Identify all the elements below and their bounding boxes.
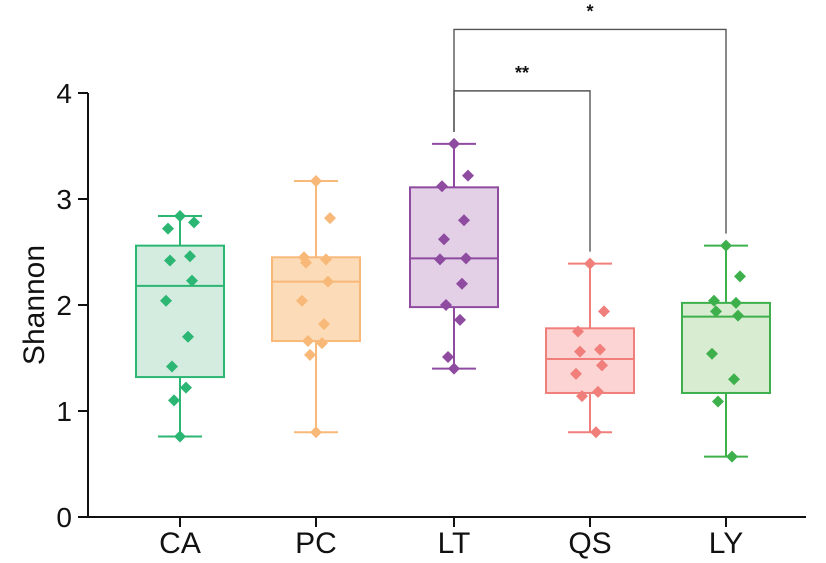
data-point bbox=[584, 257, 596, 270]
x-tick-label-ly: LY bbox=[709, 527, 743, 560]
significance-label: ** bbox=[515, 63, 529, 83]
data-point bbox=[456, 277, 468, 290]
data-point bbox=[316, 337, 328, 350]
data-point bbox=[576, 390, 588, 403]
data-point bbox=[706, 347, 718, 360]
data-point bbox=[300, 256, 312, 269]
data-point bbox=[322, 275, 334, 288]
data-point bbox=[570, 367, 582, 380]
data-point bbox=[728, 373, 740, 386]
data-point bbox=[596, 359, 608, 372]
significance-bracket bbox=[453, 28, 727, 234]
data-point bbox=[732, 309, 744, 322]
data-point bbox=[440, 299, 452, 311]
data-point bbox=[574, 345, 586, 358]
data-point bbox=[302, 335, 314, 348]
y-tick-label: 3 bbox=[56, 184, 72, 215]
data-point bbox=[434, 253, 446, 266]
data-point bbox=[182, 330, 194, 343]
data-point bbox=[710, 305, 722, 318]
data-point bbox=[442, 350, 454, 363]
y-tick-label: 1 bbox=[56, 396, 72, 427]
y-tick-label: 4 bbox=[56, 78, 72, 109]
y-tick-label: 2 bbox=[56, 290, 72, 321]
data-point bbox=[320, 253, 332, 266]
data-point bbox=[310, 174, 322, 187]
iqr-box bbox=[545, 327, 635, 394]
data-point bbox=[462, 169, 474, 182]
data-point bbox=[460, 252, 472, 265]
iqr-box bbox=[681, 301, 771, 394]
data-point bbox=[448, 137, 460, 150]
data-point bbox=[184, 250, 196, 263]
box-group-ca bbox=[135, 209, 225, 443]
data-point bbox=[180, 381, 192, 394]
significance-label: * bbox=[586, 1, 593, 21]
data-point bbox=[592, 385, 604, 398]
significance-bracket bbox=[453, 90, 591, 252]
data-point bbox=[436, 180, 448, 193]
y-axis-label: Shannon bbox=[18, 245, 51, 365]
data-point bbox=[310, 426, 322, 439]
data-point bbox=[174, 430, 186, 443]
data-point bbox=[296, 294, 308, 307]
data-point bbox=[598, 305, 610, 318]
x-tick-label-pc: PC bbox=[295, 527, 337, 560]
data-point bbox=[458, 214, 470, 227]
data-point bbox=[162, 222, 174, 235]
data-point bbox=[188, 216, 200, 229]
x-tick-label-qs: QS bbox=[568, 527, 611, 560]
data-point bbox=[438, 233, 450, 246]
data-point bbox=[324, 212, 336, 225]
data-point bbox=[186, 274, 198, 287]
data-point bbox=[168, 394, 180, 407]
data-point bbox=[712, 395, 724, 408]
box-group-lt bbox=[409, 137, 499, 375]
data-point bbox=[720, 239, 732, 252]
iqr-box bbox=[135, 244, 225, 379]
iqr-box bbox=[409, 186, 499, 309]
data-point bbox=[708, 294, 720, 307]
x-tick-label-ca: CA bbox=[159, 527, 201, 560]
data-point bbox=[304, 348, 316, 361]
data-point bbox=[164, 254, 176, 267]
box-group-pc bbox=[271, 174, 361, 439]
data-point bbox=[734, 270, 746, 283]
iqr-box bbox=[271, 256, 361, 343]
data-point bbox=[174, 209, 186, 222]
data-point bbox=[454, 313, 466, 326]
data-point bbox=[594, 343, 606, 356]
x-tick-label-lt: LT bbox=[438, 527, 471, 560]
box-group-ly bbox=[681, 239, 771, 463]
y-tick-label: 0 bbox=[56, 502, 72, 533]
data-point bbox=[448, 362, 460, 375]
data-point bbox=[160, 294, 172, 307]
data-point bbox=[730, 296, 742, 309]
data-point bbox=[590, 426, 602, 439]
data-point bbox=[318, 318, 330, 331]
box-group-qs bbox=[545, 257, 635, 439]
data-point bbox=[572, 325, 584, 338]
data-point bbox=[726, 450, 738, 463]
data-point bbox=[166, 360, 178, 373]
